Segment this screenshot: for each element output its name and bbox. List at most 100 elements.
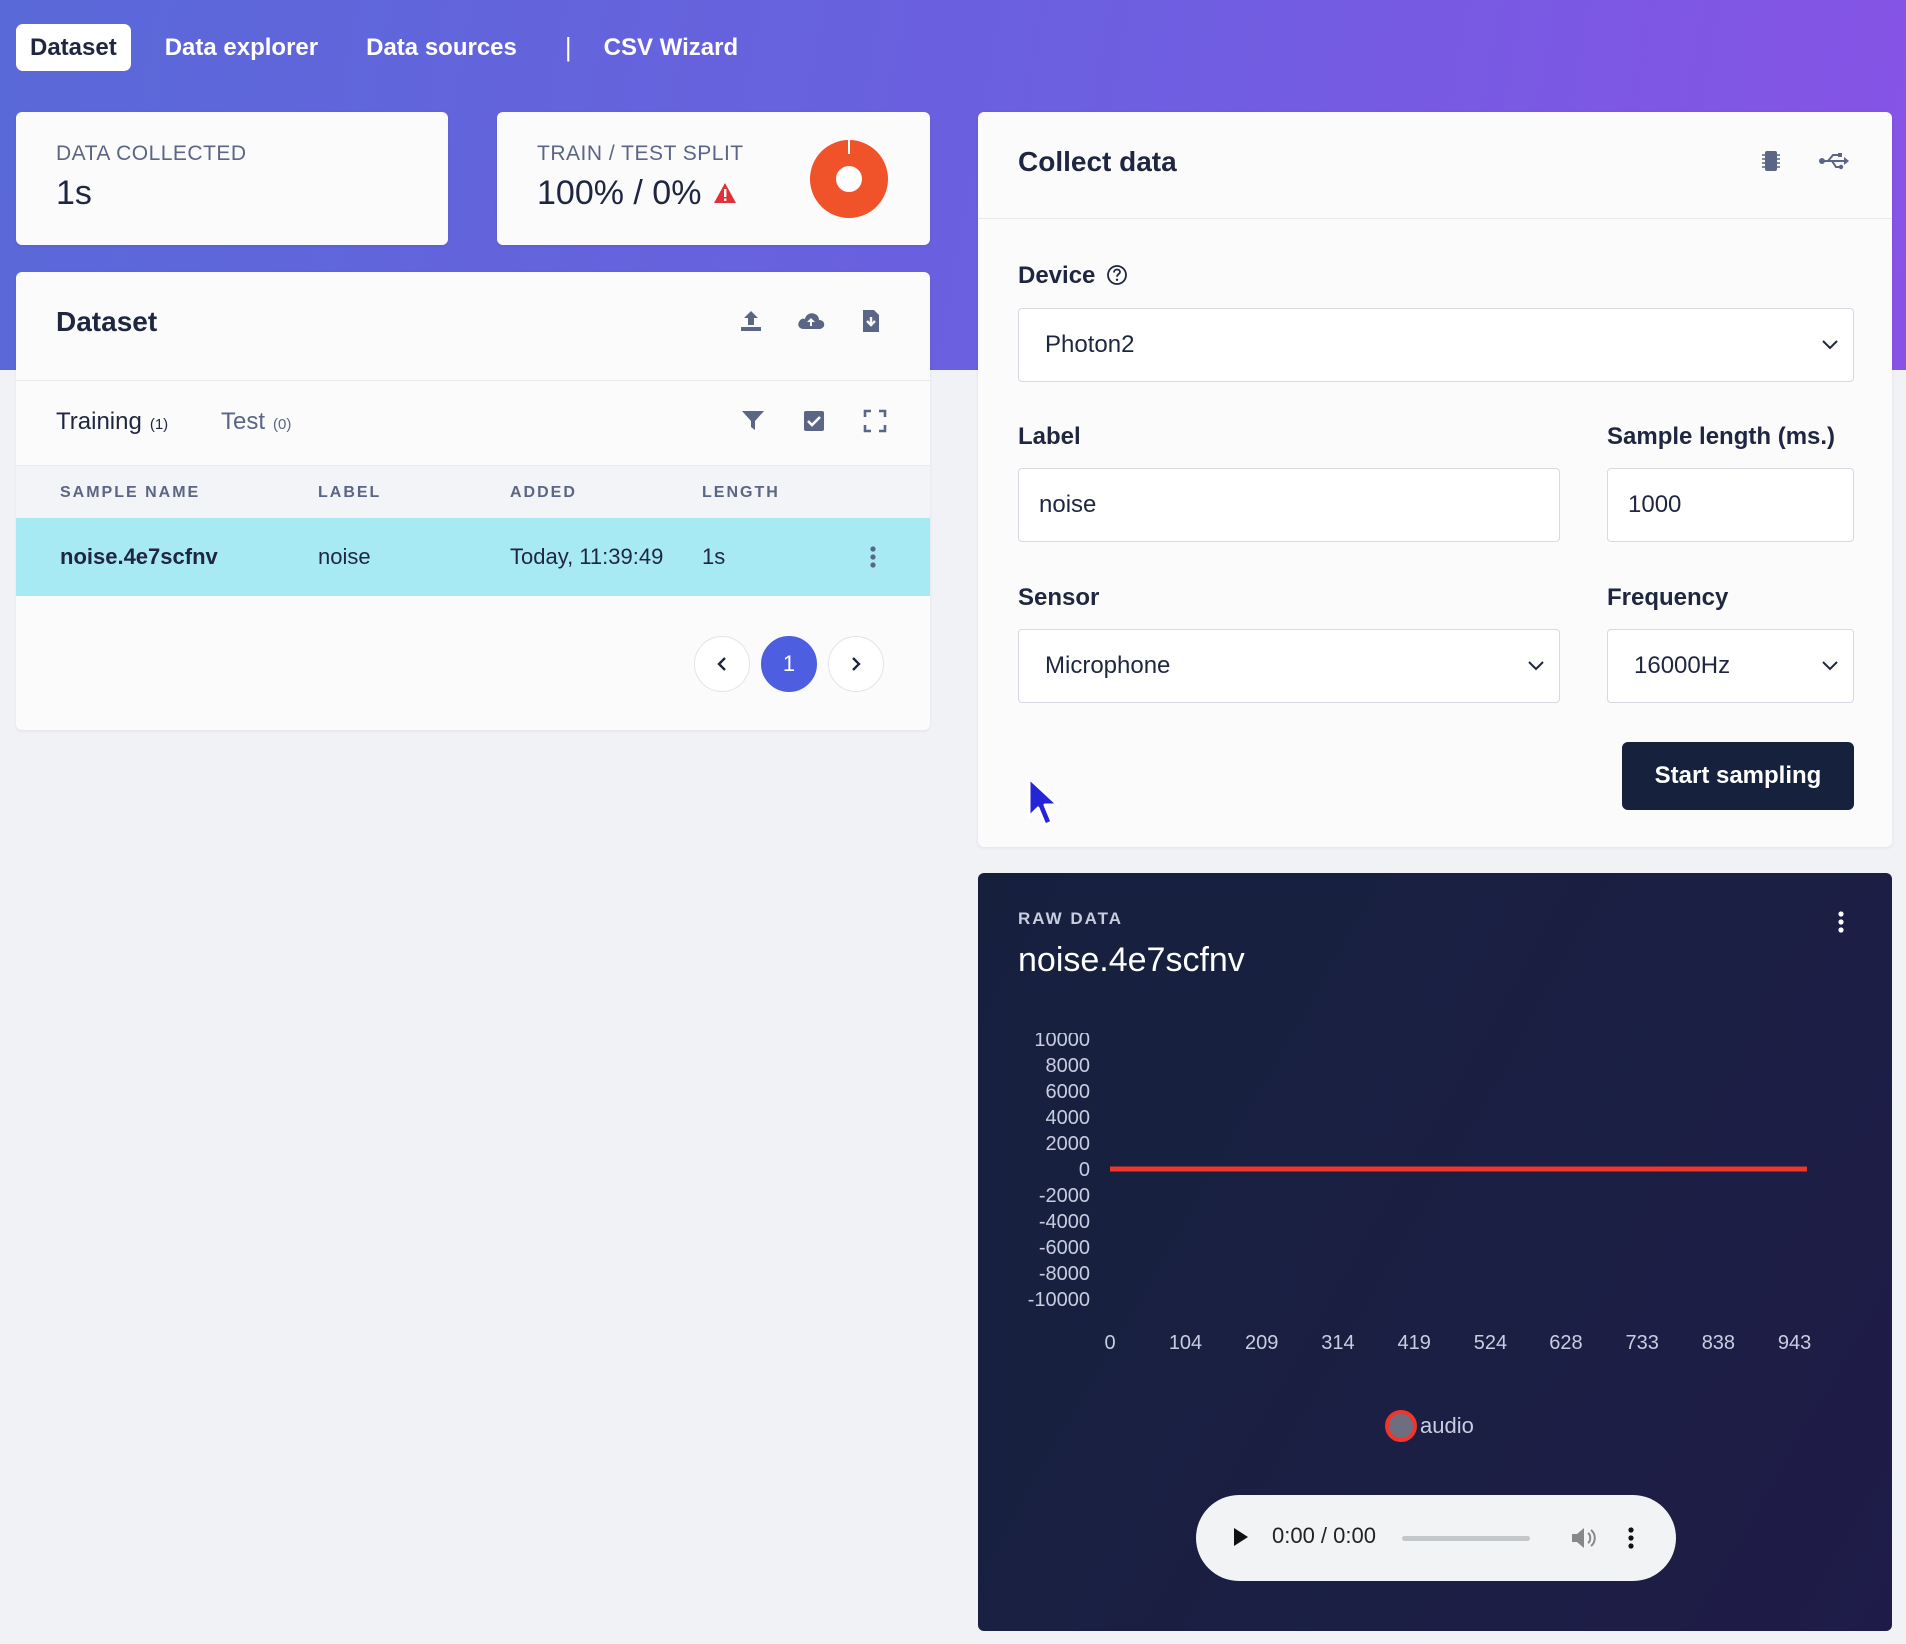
y-tick-label: 0 xyxy=(1079,1159,1090,1181)
raw-more-icon[interactable] xyxy=(1836,909,1846,935)
split-donut-chart xyxy=(810,140,888,218)
filter-icon[interactable] xyxy=(740,408,766,434)
tab-csv-wizard[interactable]: CSV Wizard xyxy=(603,34,739,61)
x-tick-label: 209 xyxy=(1245,1332,1278,1354)
train-test-split-value: 100% / 0% xyxy=(537,174,702,212)
row-label: noise xyxy=(318,544,371,569)
x-tick-label: 0 xyxy=(1104,1332,1115,1354)
collect-data-card: Collect data Device Photon2 Label Sample… xyxy=(978,112,1892,847)
subtab-training-count: (1) xyxy=(149,416,169,433)
subtab-training-label: Training xyxy=(56,408,142,435)
frequency-select-value: 16000Hz xyxy=(1634,652,1731,679)
train-test-split-card: TRAIN / TEST SPLIT 100% / 0% xyxy=(497,112,930,245)
play-icon[interactable] xyxy=(1232,1526,1250,1548)
sensor-select-value: Microphone xyxy=(1045,652,1171,679)
train-test-split-label: TRAIN / TEST SPLIT xyxy=(537,142,744,165)
device-select-value: Photon2 xyxy=(1045,331,1135,358)
legend-marker-icon xyxy=(1385,1410,1417,1442)
row-added: Today, 11:39:49 xyxy=(510,544,664,569)
chevron-down-icon xyxy=(1822,340,1838,350)
subtab-divider xyxy=(16,465,930,466)
column-length[interactable]: LENGTH xyxy=(702,484,780,501)
audio-player: 0:00 / 0:00 xyxy=(1196,1495,1676,1581)
device-select[interactable]: Photon2 xyxy=(1018,308,1854,382)
x-tick-label: 419 xyxy=(1398,1332,1431,1354)
tab-data-explorer[interactable]: Data explorer xyxy=(164,34,319,61)
x-tick-label: 314 xyxy=(1321,1332,1354,1354)
export-icon[interactable] xyxy=(858,308,884,334)
chevron-right-icon xyxy=(852,657,861,671)
table-header: SAMPLE NAME LABEL ADDED LENGTH xyxy=(16,466,930,518)
row-length: 1s xyxy=(702,544,726,569)
audio-more-icon[interactable] xyxy=(1626,1525,1636,1551)
label-input[interactable]: noise xyxy=(1018,468,1560,542)
pagination-prev-button[interactable] xyxy=(694,636,750,692)
cloud-upload-icon[interactable] xyxy=(796,308,826,334)
row-sample-name: noise.4e7scfnv xyxy=(60,544,218,569)
column-label[interactable]: LABEL xyxy=(318,484,382,501)
raw-data-panel: RAW DATA noise.4e7scfnv 10000 8000 6000 400… xyxy=(978,873,1892,1631)
x-tick-label: 628 xyxy=(1549,1332,1582,1354)
y-tick-label: -4000 xyxy=(1039,1211,1090,1233)
expand-icon[interactable] xyxy=(862,408,888,434)
audio-time: 0:00 / 0:00 xyxy=(1272,1523,1376,1548)
data-collected-label: DATA COLLECTED xyxy=(56,142,247,165)
sample-length-value: 1000 xyxy=(1628,491,1682,518)
mouse-cursor-icon xyxy=(1027,776,1060,827)
help-icon[interactable] xyxy=(1106,264,1128,286)
y-tick-label: 2000 xyxy=(1046,1133,1091,1155)
upload-icon[interactable] xyxy=(738,308,764,334)
tab-dataset[interactable]: Dataset xyxy=(16,24,131,71)
dataset-title: Dataset xyxy=(56,306,158,337)
top-navigation: Dataset Data explorer Data sources | CSV… xyxy=(16,24,772,71)
y-tick-label: 4000 xyxy=(1046,1107,1091,1129)
chevron-down-icon xyxy=(1822,661,1838,671)
legend-label: audio xyxy=(1420,1413,1474,1438)
chart-legend[interactable]: audio xyxy=(1384,1409,1474,1443)
tab-data-sources[interactable]: Data sources xyxy=(366,34,517,61)
x-tick-label: 943 xyxy=(1778,1332,1811,1354)
dataset-header-divider xyxy=(16,380,930,381)
sample-length-input[interactable]: 1000 xyxy=(1607,468,1854,542)
subtab-training[interactable]: Training (1) xyxy=(56,408,168,436)
data-collected-card: DATA COLLECTED 1s xyxy=(16,112,448,245)
frequency-label: Frequency xyxy=(1607,584,1729,611)
raw-data-title: noise.4e7scfnv xyxy=(1018,941,1245,979)
usb-icon[interactable] xyxy=(1818,148,1850,174)
warning-triangle-icon xyxy=(714,183,736,203)
device-icon[interactable] xyxy=(1760,148,1782,174)
device-label-text: Device xyxy=(1018,262,1096,289)
row-more-icon[interactable] xyxy=(868,544,878,570)
audio-seek-slider[interactable] xyxy=(1402,1536,1530,1541)
pagination-next-button[interactable] xyxy=(828,636,884,692)
frequency-select[interactable]: 16000Hz xyxy=(1607,629,1854,703)
raw-data-kicker: RAW DATA xyxy=(1018,909,1124,928)
y-tick-label: 10000 xyxy=(1034,1033,1090,1051)
sensor-select[interactable]: Microphone xyxy=(1018,629,1560,703)
x-tick-label: 104 xyxy=(1169,1332,1202,1354)
subtab-test[interactable]: Test (0) xyxy=(221,408,291,436)
x-tick-label: 838 xyxy=(1702,1332,1735,1354)
data-collected-value: 1s xyxy=(56,174,92,212)
x-tick-label: 524 xyxy=(1474,1332,1507,1354)
y-tick-label: -10000 xyxy=(1028,1289,1090,1311)
sensor-label: Sensor xyxy=(1018,584,1100,611)
collect-header-divider xyxy=(978,218,1892,219)
volume-icon[interactable] xyxy=(1570,1525,1598,1551)
raw-data-chart: 10000 8000 6000 4000 2000 0 -2000 -4000 -6000 -80… xyxy=(1028,1033,1812,1354)
table-row[interactable]: noise.4e7scfnv noise Today, 11:39:49 1s xyxy=(16,518,930,596)
start-sampling-button[interactable]: Start sampling xyxy=(1622,742,1854,810)
sample-length-label: Sample length (ms.) xyxy=(1607,423,1836,450)
y-tick-label: -6000 xyxy=(1039,1237,1090,1259)
y-tick-label: 6000 xyxy=(1046,1081,1091,1103)
x-tick-label: 733 xyxy=(1625,1332,1658,1354)
dataset-card: Dataset Training (1) Test (0) SAMPLE NAME … xyxy=(16,272,930,730)
chevron-down-icon xyxy=(1528,661,1544,671)
y-tick-label: -8000 xyxy=(1039,1263,1090,1285)
pagination-page-1[interactable]: 1 xyxy=(761,636,817,692)
collect-data-title: Collect data xyxy=(1018,146,1177,177)
select-icon[interactable] xyxy=(801,408,827,434)
y-tick-label: 8000 xyxy=(1046,1055,1091,1077)
column-added[interactable]: ADDED xyxy=(510,484,577,501)
column-sample-name[interactable]: SAMPLE NAME xyxy=(60,484,201,501)
